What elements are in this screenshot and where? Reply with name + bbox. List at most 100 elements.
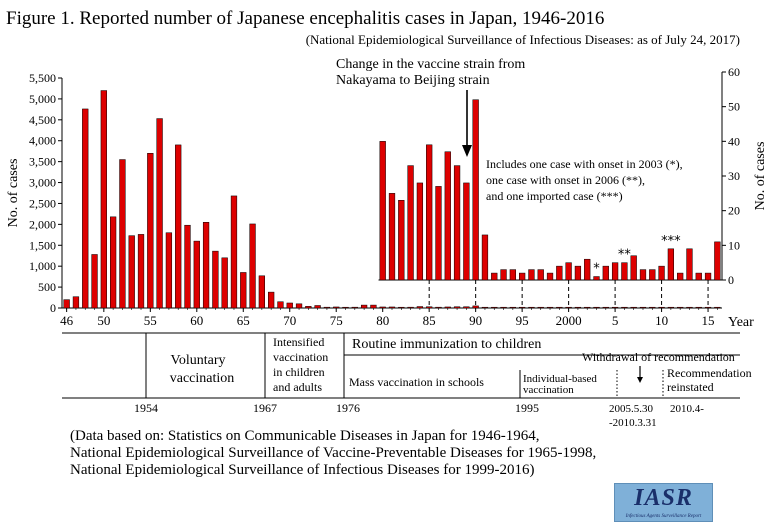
bar-1989: [463, 306, 470, 309]
logo-subtext: Infectious Agents Surveillance Report: [625, 514, 702, 519]
y-tick-label: 1,500: [29, 238, 56, 252]
y-tick-label: 3,500: [29, 155, 56, 169]
inset-bar-1999: [556, 265, 563, 281]
bar-1976: [342, 306, 349, 309]
bar-1962: [212, 250, 219, 309]
bar-1973: [314, 305, 321, 309]
bar-1954: [137, 234, 145, 309]
bar-1991: [481, 306, 489, 309]
x-tick-label: 80: [376, 313, 389, 328]
bar-1983: [407, 306, 414, 309]
y-tick-label: 500: [38, 280, 56, 294]
bar-2004: [602, 306, 609, 309]
bar-1968: [268, 291, 275, 309]
inset-bar-2005: [611, 262, 619, 281]
bar-1966: [249, 223, 256, 309]
bar-1953: [128, 235, 135, 309]
inset-bar-2002: [584, 258, 591, 281]
bar-1981: [388, 306, 396, 309]
bar-1964: [230, 195, 238, 309]
inset-y-axis-label: No. of cases: [753, 142, 768, 211]
bar-1982: [398, 306, 405, 309]
bar-1951: [109, 216, 117, 309]
x-tick-label: 90: [469, 313, 482, 328]
mass-vaccination-label: Mass vaccination in schools: [349, 375, 484, 389]
reinstated-label-1: Recommendation: [667, 366, 752, 380]
bar-1956: [156, 118, 163, 309]
inset-marker-2011: ***: [661, 234, 681, 249]
main-bars: [63, 90, 721, 309]
inset-y-tick-label: 20: [728, 204, 740, 218]
inset-bar-2014: [695, 272, 702, 281]
includes-note-line2: one case with onset in 2006 (**),: [486, 173, 645, 187]
inset-bar-1983: [407, 165, 414, 281]
inset-bar-2011: [667, 248, 675, 281]
bar-1947: [72, 296, 80, 309]
chart-title: Figure 1. Reported number of Japanese en…: [6, 8, 604, 29]
y-tick-label: 4,000: [29, 134, 56, 148]
intensified-label-1: Intensified: [273, 335, 324, 349]
inset-bar-1992: [491, 272, 498, 281]
bar-1978: [360, 304, 368, 309]
y-tick-label: 1,000: [29, 259, 56, 273]
x-tick-label: 65: [237, 313, 250, 328]
bar-1977: [351, 306, 358, 309]
source-line-3: National Epidemiological Surveillance of…: [70, 462, 535, 478]
bar-1980: [379, 306, 386, 309]
inset-marker-2003: *: [593, 262, 600, 277]
inset-bars: ******: [379, 99, 721, 281]
inset-bar-1981: [388, 193, 396, 281]
inset-bar-2004: [602, 265, 609, 281]
inset-y-tick-label: 50: [728, 100, 740, 114]
inset-bar-2006: [621, 262, 628, 281]
source-line-1: (Data based on: Statistics on Communicab…: [70, 428, 540, 444]
timeline-date-2010a: -2010.3.31: [609, 417, 657, 429]
inset-bar-2013: [686, 248, 693, 281]
x-tick-label: 55: [144, 313, 157, 328]
x-tick-label: 95: [516, 313, 529, 328]
bar-1988: [453, 306, 461, 309]
bar-1963: [221, 257, 228, 309]
x-tick-label: 2000: [556, 313, 582, 328]
inset-bar-1989: [463, 182, 470, 281]
inset-bar-1998: [546, 272, 554, 281]
inset-bar-1985: [426, 144, 433, 281]
bar-1955: [147, 153, 154, 309]
bar-2006: [621, 306, 628, 309]
bar-1985: [426, 306, 433, 309]
logo-text: IASR: [634, 485, 693, 511]
bar-1957: [165, 232, 173, 309]
bar-1971: [295, 303, 303, 309]
vaccine-change-label-line1: Change in the vaccine strain from: [336, 57, 525, 72]
inset-y-tick-label: 0: [728, 273, 734, 287]
inset-bar-2016: [714, 241, 721, 281]
inset-bar-2008: [639, 269, 647, 281]
x-tick-label: 46: [60, 313, 74, 328]
bar-1998: [546, 306, 554, 309]
inset-bar-1980: [379, 141, 386, 281]
inset-bar-2009: [649, 269, 656, 281]
y-tick-label: 4,500: [29, 113, 56, 127]
bar-1950: [100, 90, 107, 309]
individual-label-2: vaccination: [523, 384, 574, 396]
bar-1992: [491, 306, 498, 309]
bar-1986: [435, 306, 442, 309]
timeline-year-1967: 1967: [253, 401, 277, 415]
bar-2002: [584, 306, 591, 309]
vaccine-change-label-line2: Nakayama to Beijing strain: [336, 73, 490, 88]
main-axes: 05001,0001,5002,0002,5003,0003,5004,0004…: [6, 71, 754, 330]
y-tick-label: 2,000: [29, 217, 56, 231]
bar-1987: [444, 306, 451, 309]
inset-bar-2000: [565, 262, 572, 281]
inset-y-tick-label: 10: [728, 238, 740, 252]
inset-bar-2003: [593, 276, 600, 281]
y-tick-label: 5,000: [29, 92, 56, 106]
bar-1970: [286, 302, 293, 309]
intensified-label-4: and adults: [273, 380, 322, 394]
inset-bar-1997: [537, 269, 544, 281]
bar-1967: [258, 275, 265, 309]
bar-1974: [323, 306, 331, 309]
source-line-2: National Epidemiological Surveillance of…: [70, 445, 597, 461]
inset-bar-1991: [481, 234, 489, 281]
bar-2016: [714, 306, 721, 309]
